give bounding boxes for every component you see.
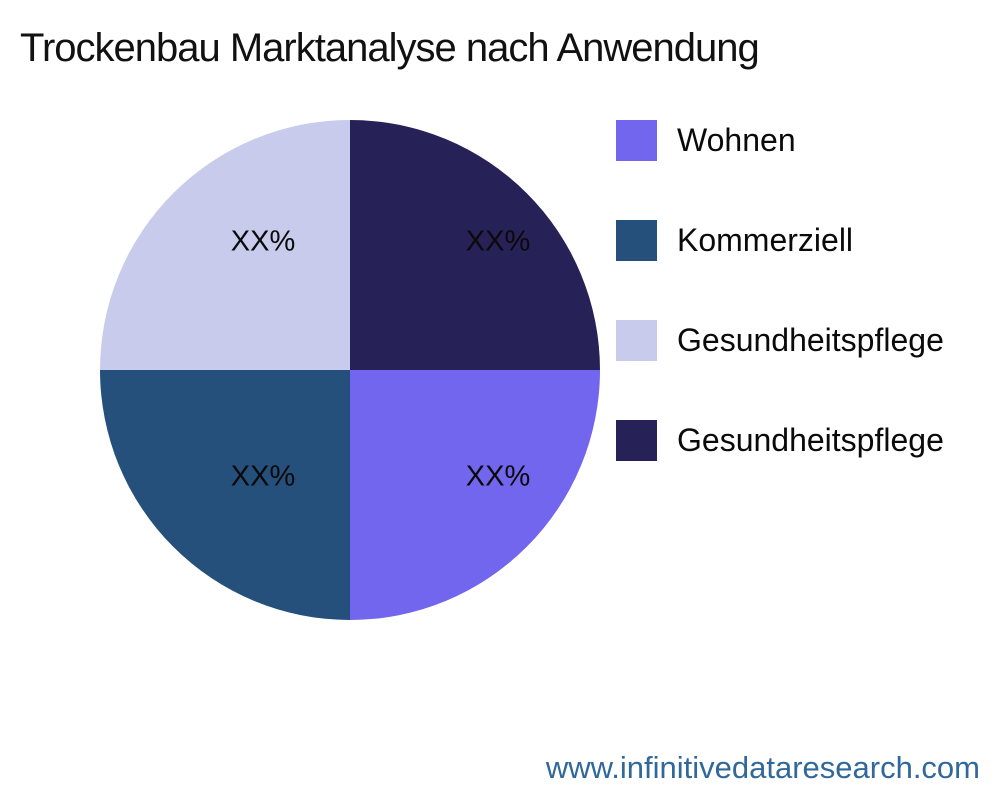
legend-label-gesundheitspflege-dark: Gesundheitspflege [677, 422, 944, 458]
pie-chart: XX% XX% XX% XX% [100, 120, 600, 620]
chart-title: Trockenbau Marktanalyse nach Anwendung [20, 26, 760, 70]
legend-swatch-gesundheitspflege-light [616, 320, 657, 361]
legend: Wohnen Kommerziell Gesundheitspflege Ges… [616, 120, 944, 461]
legend-swatch-kommerziell [616, 220, 657, 261]
legend-swatch-gesundheitspflege-dark [616, 420, 657, 461]
legend-label-gesundheitspflege-light: Gesundheitspflege [677, 322, 944, 358]
pie-slice-label-gesundheitspflege-dark: XX% [465, 225, 531, 258]
legend-item-kommerziell: Kommerziell [616, 220, 944, 261]
pie-slice-label-gesundheitspflege-light: XX% [230, 225, 296, 258]
legend-item-gesundheitspflege-light: Gesundheitspflege [616, 320, 944, 361]
legend-label-kommerziell: Kommerziell [677, 222, 854, 258]
legend-item-wohnen: Wohnen [616, 120, 944, 161]
legend-item-gesundheitspflege-dark: Gesundheitspflege [616, 420, 944, 461]
legend-swatch-wohnen [616, 120, 657, 161]
legend-label-wohnen: Wohnen [677, 122, 796, 158]
pie-slice-label-kommerziell: XX% [230, 460, 296, 493]
pie-slice-label-wohnen: XX% [465, 460, 531, 493]
footer-website-link[interactable]: www.infinitivedataresearch.com [545, 750, 980, 785]
